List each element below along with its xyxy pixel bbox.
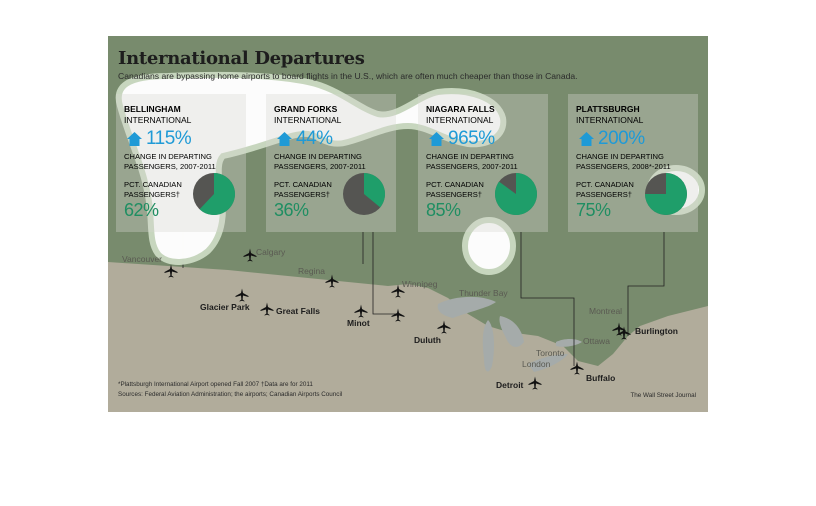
airport-plane-icon (612, 322, 626, 336)
city-label: Montreal (589, 306, 623, 316)
city-label: Winnipeg (402, 279, 438, 289)
airport-plane-icon (617, 326, 631, 340)
change-value: 115% (146, 128, 192, 149)
city-label: Ottawa (583, 336, 610, 346)
lake-erie (528, 354, 568, 372)
airport-card: PLATTSBURGH INTERNATIONAL 200% CHANGE IN DE… (568, 94, 698, 232)
change-value: 44% (296, 128, 333, 149)
airport-card: NIAGARA FALLS INTERNATIONAL 965% CHANGE IN … (418, 94, 548, 232)
canadian-label: PCT. CANADIAN PASSENGERS† (426, 180, 484, 199)
change-value: 200% (598, 128, 645, 149)
city-label: Buffalo (586, 373, 616, 383)
footnote: *Plattsburgh International Airport opene… (118, 381, 313, 388)
airport-plane-icon (243, 248, 257, 262)
house-icon (277, 132, 292, 146)
city-label: Thunder Bay (459, 288, 508, 298)
change-label: CHANGE IN DEPARTING PASSENGERS, 2007-201… (124, 152, 216, 171)
airport-name: BELLINGHAM (124, 104, 181, 114)
city-label: Vancouver (122, 254, 163, 264)
lake-ontario (556, 339, 582, 347)
change-label: CHANGE IN DEPARTING PASSENGERS, 2007-201… (426, 152, 518, 171)
graphic-subtitle: Canadians are bypassing home airports to… (118, 71, 578, 81)
airport-plane-icon (260, 302, 274, 316)
city-label: Calgary (256, 247, 286, 257)
airport-subtitle: INTERNATIONAL (576, 115, 644, 125)
city-label: Great Falls (276, 306, 320, 316)
canadian-share-pie (495, 173, 537, 215)
airport-plane-icon (354, 304, 368, 318)
airport-plane-icon (437, 320, 451, 334)
us-region (108, 262, 708, 412)
infographic: International Departures Canadians are b… (108, 36, 708, 412)
city-label: London (522, 359, 551, 369)
change-label: CHANGE IN DEPARTING PASSENGERS, 2007-201… (274, 152, 366, 171)
canadian-pct-value: 85% (426, 200, 461, 220)
canadian-label: PCT. CANADIAN PASSENGERS† (124, 180, 182, 199)
city-label: Minot (347, 318, 370, 328)
city-label: Burlington (635, 326, 678, 336)
airport-plane-icon (570, 361, 584, 375)
airport-plane-icon (164, 264, 178, 278)
airport-name: GRAND FORKS (274, 104, 338, 114)
sources: Sources: Federal Aviation Administration… (118, 391, 343, 398)
change-label: CHANGE IN DEPARTING PASSENGERS, 2008*-20… (576, 152, 671, 171)
airport-subtitle: INTERNATIONAL (426, 115, 494, 125)
airport-plane-icon (391, 284, 405, 298)
pie-slice-canadian (364, 173, 385, 208)
city-label: Glacier Park (200, 302, 250, 312)
city-label: Detroit (496, 380, 524, 390)
canadian-share-pie (193, 173, 235, 215)
map (108, 36, 708, 412)
canadian-label: PCT. CANADIAN PASSENGERS† (274, 180, 332, 199)
pie-slice-canadian (199, 173, 235, 215)
airport-plane-icon (391, 308, 405, 322)
airport-card: BELLINGHAM INTERNATIONAL 115% CHANGE IN DEP… (116, 94, 246, 232)
house-icon (579, 132, 594, 146)
city-label: Duluth (414, 335, 441, 345)
lake-huron (499, 316, 524, 347)
city-label: Toronto (536, 348, 565, 358)
airport-card: GRAND FORKS INTERNATIONAL 44% CHANGE IN DEP… (266, 94, 396, 232)
house-icon (429, 132, 444, 146)
lake-superior (437, 296, 496, 318)
airport-name: PLATTSBURGH (576, 104, 640, 114)
canadian-pct-value: 75% (576, 200, 611, 220)
pie-slice-canadian (645, 173, 687, 215)
airport-plane-icon (235, 288, 249, 302)
airport-name: NIAGARA FALLS (426, 104, 495, 114)
canadian-pct-value: 62% (124, 200, 159, 220)
airport-subtitle: INTERNATIONAL (124, 115, 192, 125)
lake-michigan (482, 320, 495, 372)
change-value: 965% (448, 128, 495, 149)
airport-plane-icon (528, 376, 542, 390)
airport-subtitle: INTERNATIONAL (274, 115, 342, 125)
airport-plane-icon (325, 274, 339, 288)
canadian-share-pie (645, 173, 687, 215)
city-label: Regina (298, 266, 325, 276)
house-icon (127, 132, 142, 146)
canadian-label: PCT. CANADIAN PASSENGERS† (576, 180, 634, 199)
graphic-title: International Departures (118, 48, 365, 69)
canadian-share-pie (343, 173, 385, 215)
credit: The Wall Street Journal (630, 392, 696, 399)
pie-slice-canadian (495, 173, 537, 215)
canadian-pct-value: 36% (274, 200, 309, 220)
